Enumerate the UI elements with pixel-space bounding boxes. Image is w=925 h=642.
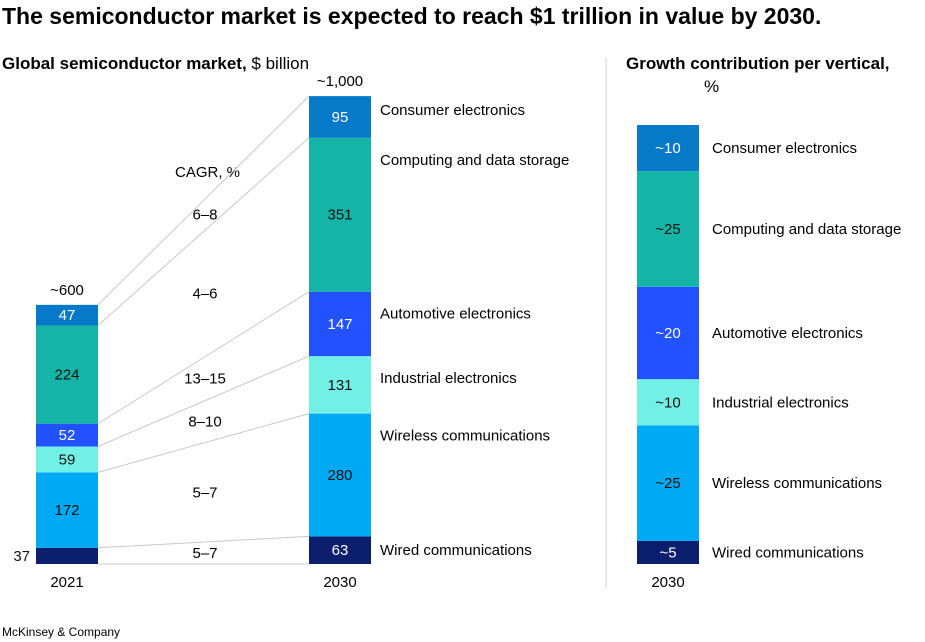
- right-stacked-bar: ~5 Wired communications ~25 Wireless commun…: [637, 125, 901, 591]
- bar-industrial-electronics-2021: [36, 446, 98, 473]
- category-label-2021: 2021: [50, 574, 83, 591]
- right-chart-title-bold: Growth contribution per vertical,: [626, 54, 890, 73]
- source-label: McKinsey & Company: [2, 625, 120, 639]
- total-label-2021: ~600: [50, 282, 84, 299]
- value-label-industrial-electronics-2021: 59: [59, 451, 76, 468]
- legend-label-automotive-electronics: Automotive electronics: [380, 306, 531, 323]
- cagr-label-wired-communications: 5–7: [192, 545, 217, 562]
- value-label-wired-communications-2021: 37: [13, 548, 30, 565]
- growth-legend-wireless-communications: Wireless communications: [712, 475, 882, 492]
- growth-bar-wireless-communications: [637, 425, 699, 541]
- value-label-industrial-electronics-2030: 131: [327, 377, 352, 394]
- connector-line: [97, 291, 310, 425]
- bar-wireless-communications-2021: [36, 472, 98, 548]
- growth-legend-consumer-electronics: Consumer electronics: [712, 140, 857, 157]
- value-label-consumer-electronics-2030: 95: [332, 109, 349, 126]
- value-label-automotive-electronics-2030: 147: [327, 316, 352, 333]
- value-label-consumer-electronics-2021: 47: [59, 307, 76, 324]
- bar-wired-communications-2030: [309, 536, 371, 564]
- growth-category-label: 2030: [651, 574, 684, 591]
- growth-legend-wired-communications: Wired communications: [712, 544, 864, 561]
- bar-computing-and-data-storage-2021: [36, 325, 98, 424]
- value-label-computing-and-data-storage-2021: 224: [54, 367, 79, 384]
- bar-automotive-electronics-2030: [309, 291, 371, 357]
- legend-label-consumer-electronics: Consumer electronics: [380, 102, 525, 119]
- growth-value-computing-and-data-storage: ~25: [655, 221, 680, 238]
- growth-bar-automotive-electronics: [637, 286, 699, 380]
- legend-label-computing-and-data-storage: Computing and data storage: [380, 152, 569, 169]
- legend-label-wireless-communications: Wireless communications: [380, 428, 550, 445]
- value-label-wireless-communications-2021: 172: [54, 502, 79, 519]
- left-chart-title-unit: $ billion: [251, 54, 309, 73]
- left-stacked-bars: 5–7 5–7 8–10 13–15 4–6 6–8 37 172 59 52 224 47 ~600 2…: [13, 73, 569, 591]
- growth-value-wireless-communications: ~25: [655, 475, 680, 492]
- bar-consumer-electronics-2021: [36, 304, 98, 326]
- bar-wired-communications-2021: [36, 547, 98, 564]
- connector-line: [97, 413, 310, 473]
- connector-line: [97, 95, 310, 306]
- growth-bar-wired-communications: [637, 540, 699, 564]
- connector-lines: [97, 95, 310, 565]
- category-label-2030: 2030: [323, 574, 356, 591]
- cagr-label-industrial-electronics: 8–10: [188, 414, 221, 431]
- bar-industrial-electronics-2030: [309, 356, 371, 414]
- cagr-label-wireless-communications: 5–7: [192, 484, 217, 501]
- growth-value-wired-communications: ~5: [659, 544, 676, 561]
- left-chart-title-bold: Global semiconductor market,: [2, 54, 247, 73]
- growth-value-consumer-electronics: ~10: [655, 140, 680, 157]
- connector-line: [97, 535, 310, 549]
- value-label-automotive-electronics-2021: 52: [59, 427, 76, 444]
- right-chart-title-unit: %: [704, 77, 719, 96]
- cagr-label-computing-and-data-storage: 4–6: [192, 286, 217, 303]
- cagr-label-automotive-electronics: 13–15: [184, 371, 226, 388]
- growth-legend-automotive-electronics: Automotive electronics: [712, 325, 863, 342]
- growth-legend-computing-and-data-storage: Computing and data storage: [712, 221, 901, 238]
- growth-bar-consumer-electronics: [637, 125, 699, 172]
- bar-automotive-electronics-2021: [36, 423, 98, 447]
- bar-consumer-electronics-2030: [309, 96, 371, 138]
- value-label-computing-and-data-storage-2030: 351: [327, 207, 352, 224]
- bar-wireless-communications-2030: [309, 413, 371, 537]
- cagr-label-consumer-electronics: 6–8: [192, 207, 217, 224]
- left-chart-title: Global semiconductor market, $ billion: [2, 54, 309, 73]
- connector-line: [97, 355, 310, 447]
- legend-label-industrial-electronics: Industrial electronics: [380, 370, 517, 387]
- total-label-2030: ~1,000: [317, 73, 363, 90]
- bar-computing-and-data-storage-2030: [309, 137, 371, 292]
- page-title: The semiconductor market is expected to …: [2, 3, 821, 29]
- growth-legend-industrial-electronics: Industrial electronics: [712, 394, 849, 411]
- legend-label-wired-communications: Wired communications: [380, 542, 532, 559]
- growth-bar-computing-and-data-storage: [637, 171, 699, 287]
- connector-line: [97, 137, 310, 326]
- value-label-wireless-communications-2030: 280: [327, 467, 352, 484]
- growth-value-industrial-electronics: ~10: [655, 394, 680, 411]
- value-label-wired-communications-2030: 63: [332, 542, 349, 559]
- growth-bar-industrial-electronics: [637, 379, 699, 426]
- growth-value-automotive-electronics: ~20: [655, 325, 680, 342]
- cagr-header: CAGR, %: [175, 164, 240, 181]
